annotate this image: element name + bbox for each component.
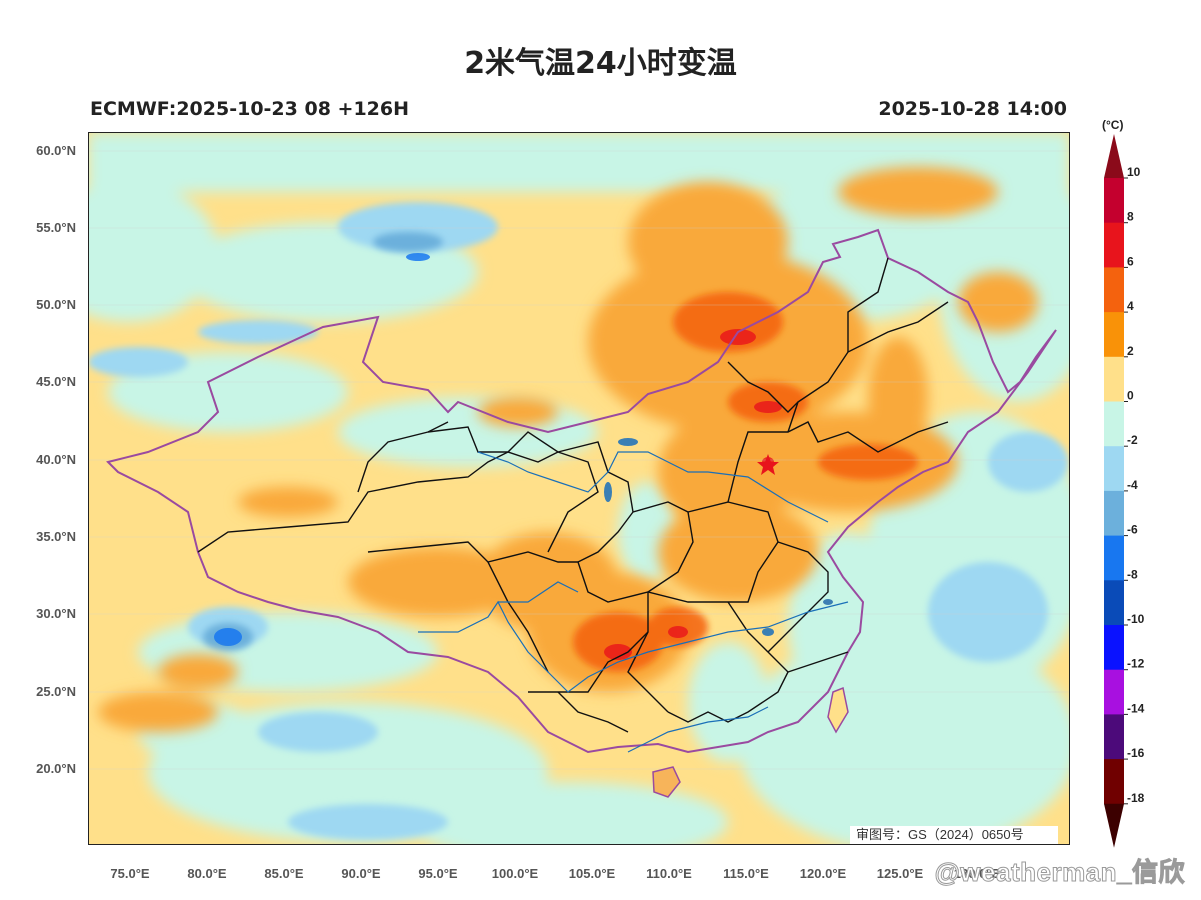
lon-label: 115.0°E xyxy=(723,866,769,881)
lon-label: 90.0°E xyxy=(341,866,381,881)
colorbar-segment xyxy=(1104,535,1124,581)
colorbar-segment xyxy=(1104,446,1124,492)
temperature-change-map xyxy=(88,132,1070,845)
provincial-borders xyxy=(197,257,949,733)
colorbar-segment xyxy=(1104,625,1124,671)
model-run-label: ECMWF:2025-10-23 08 +126H xyxy=(90,98,410,120)
chart-title: 2米气温24小时变温 xyxy=(464,46,737,81)
cooling-core xyxy=(214,253,430,646)
colorbar-label: -10 xyxy=(1127,612,1145,626)
warming-core xyxy=(604,329,782,660)
colorbar-label: -14 xyxy=(1127,701,1145,715)
taiwan-island xyxy=(827,686,849,734)
colorbar-segment xyxy=(1104,356,1124,402)
colorbar-label: -8 xyxy=(1127,567,1138,581)
valid-time-label: 2025-10-28 14:00 xyxy=(878,98,1067,120)
rivers xyxy=(418,451,849,753)
lon-label: 120.0°E xyxy=(799,866,847,881)
colorbar-label: -6 xyxy=(1127,523,1138,537)
colorbar-unit: (°C) xyxy=(1102,118,1123,132)
lon-label: 80.0°E xyxy=(187,866,227,881)
lon-label: 125.0°E xyxy=(876,866,924,881)
colorbar-bottom-arrow xyxy=(1104,803,1124,848)
colorbar-label: -2 xyxy=(1127,433,1138,447)
colorbar-legend: (°C) 10 8 6 4 2 0 -2 -4 -6 -8 -10 -12 -14 -16 -18 xyxy=(1102,118,1145,848)
lat-label: 35.0°N xyxy=(36,529,76,544)
lakes xyxy=(604,438,833,636)
map-frame xyxy=(88,132,1070,845)
lat-label: 50.0°N xyxy=(36,297,76,312)
capital-marker xyxy=(757,454,779,475)
colorbar-label: 4 xyxy=(1127,299,1134,313)
lat-label: 55.0°N xyxy=(36,220,76,235)
colorbar-segment xyxy=(1104,714,1124,760)
map-approval-number: 审图号：GS（2024）0650号 xyxy=(850,826,1058,844)
lat-label: 25.0°N xyxy=(36,684,76,699)
colorbar-segment xyxy=(1104,312,1124,358)
colorbar-label: 8 xyxy=(1127,210,1134,224)
colorbar-segment xyxy=(1104,267,1124,313)
lon-label: 75.0°E xyxy=(110,866,150,881)
lat-label: 45.0°N xyxy=(36,374,76,389)
colorbar-segment xyxy=(1104,222,1124,268)
watermark-credit: @weatherman_信欣 xyxy=(934,857,1185,888)
colorbar-label: -4 xyxy=(1127,478,1138,492)
lat-label: 60.0°N xyxy=(36,143,76,158)
hainan-island xyxy=(652,766,681,798)
lon-label: 130.0°E xyxy=(953,866,1001,881)
lon-label: 110.0°E xyxy=(646,866,692,881)
colorbar-label: 6 xyxy=(1127,254,1134,268)
colorbar-label: 0 xyxy=(1127,389,1134,403)
colorbar-segment xyxy=(1104,580,1124,626)
lat-label: 20.0°N xyxy=(36,761,76,776)
lat-label: 40.0°N xyxy=(36,452,76,467)
colorbar-segment xyxy=(1104,490,1124,537)
colorbar-segment xyxy=(1104,401,1124,447)
colorbar-segment xyxy=(1104,178,1124,224)
lat-label: 30.0°N xyxy=(36,606,76,621)
lon-label: 85.0°E xyxy=(264,866,304,881)
lon-label: 100.0°E xyxy=(491,866,539,881)
colorbar-label: -16 xyxy=(1127,746,1145,760)
colorbar-label: 2 xyxy=(1127,344,1134,358)
national-border xyxy=(106,228,1057,754)
colorbar-label: -18 xyxy=(1127,791,1145,805)
colorbar-top-arrow xyxy=(1104,134,1124,178)
colorbar-segment xyxy=(1104,759,1124,805)
colorbar-label: 10 xyxy=(1127,165,1141,179)
colorbar-label: -12 xyxy=(1127,657,1145,671)
grid-lines xyxy=(88,150,1070,770)
lon-label: 105.0°E xyxy=(568,866,616,881)
colorbar-segment xyxy=(1104,669,1124,715)
lon-label: 95.0°E xyxy=(418,866,458,881)
